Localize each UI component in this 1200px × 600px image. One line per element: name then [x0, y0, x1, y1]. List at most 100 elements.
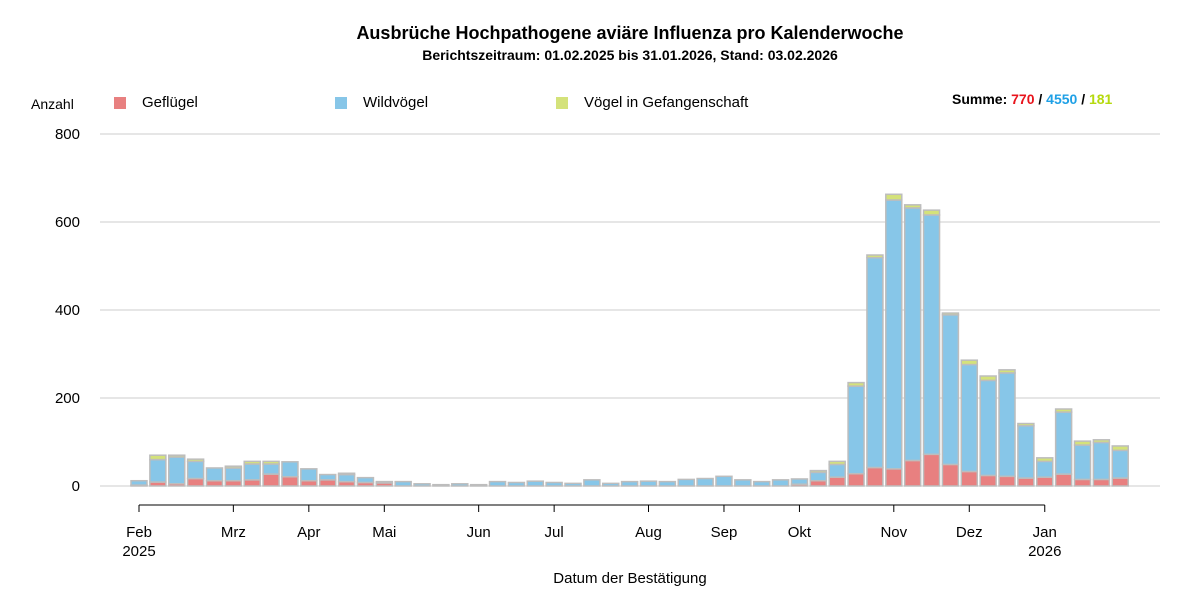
bar-segment-wildvoegel [922, 214, 941, 456]
x-tick-label: Aug [635, 524, 662, 541]
bar-segment-wildvoegel [130, 479, 148, 486]
bar-segment-wildvoegel [734, 479, 752, 487]
bar-segment-gefluegel [281, 476, 299, 487]
bar-segment-gefluegel [262, 473, 280, 487]
legend-swatch [335, 96, 347, 109]
bar-segment-gefluegel [1054, 473, 1073, 487]
summe-label: Summe: [952, 91, 1008, 107]
x-tick-label: Jun [467, 524, 491, 541]
bar-segment-wildvoegel [828, 463, 846, 478]
bar-segment-gefluegel [186, 477, 205, 487]
bar-segment-wildvoegel [1073, 444, 1092, 481]
y-tick-label: 400 [55, 302, 80, 319]
bar-segment-gefluegel [847, 472, 865, 487]
y-axis-label: Anzahl [31, 96, 74, 112]
y-tick-label: 600 [55, 214, 80, 231]
x-tick-label: Jan [1033, 524, 1057, 541]
bar-segment-gefluegel [922, 453, 941, 487]
bar-segment-gefangenschaft [1054, 408, 1073, 413]
bar-segment-gefangenschaft [1017, 422, 1035, 427]
legend-swatch [556, 96, 568, 109]
x-axis-label: Datum der Bestätigung [553, 570, 707, 587]
x-tick-label: Dez [956, 524, 983, 541]
y-tick-label: 0 [72, 478, 80, 495]
bar-segment-wildvoegel [752, 480, 771, 487]
bar-segment-gefangenschaft [337, 472, 356, 476]
x-tick-label: Feb [126, 524, 152, 541]
x-tick-year-label: 2026 [1028, 543, 1061, 560]
bar-segment-gefluegel [903, 459, 922, 487]
bar-segment-gefluegel [205, 479, 224, 487]
bar-segment-wildvoegel [167, 456, 186, 485]
bar-segment-gefluegel [300, 479, 318, 487]
bar-segment-gefangenschaft [979, 375, 997, 382]
bar-segment-gefangenschaft [922, 209, 941, 216]
legend-label: Vögel in Gefangenschaft [584, 94, 749, 111]
bar-segment-wildvoegel [658, 480, 677, 487]
bar-segment-gefangenschaft [224, 465, 243, 469]
bar-segment-wildvoegel [903, 207, 922, 462]
bar-segment-wildvoegel [715, 475, 733, 487]
bar-segment-gefangenschaft [866, 254, 884, 259]
bar-segment-gefangenschaft [1111, 445, 1129, 452]
bar-segment-wildvoegel [451, 483, 469, 487]
bar-segment-gefangenschaft [1036, 457, 1054, 463]
bar-segment-gefluegel [866, 466, 884, 487]
bar-segment-wildvoegel [583, 479, 601, 487]
bar-segment-gefangenschaft [941, 312, 960, 316]
bar-segment-gefluegel [1073, 478, 1092, 487]
bar-segment-wildvoegel [677, 478, 695, 487]
bar-segment-wildvoegel [790, 478, 809, 485]
x-tick-label: Mai [372, 524, 396, 541]
bar-segment-gefluegel [243, 479, 261, 487]
bar-segment-gefluegel [318, 479, 337, 487]
bar-segment-wildvoegel [1036, 460, 1054, 478]
bar-segment-wildvoegel [771, 479, 790, 487]
bar-segment-wildvoegel [149, 458, 167, 483]
bar-segment-gefangenschaft [809, 469, 828, 474]
bar-segment-gefangenschaft [149, 454, 167, 461]
bar-segment-wildvoegel [1017, 424, 1035, 479]
bar-segment-gefluegel [960, 470, 979, 487]
bar-segment-gefluegel [1111, 477, 1129, 487]
bar-segment-gefangenschaft [960, 359, 979, 366]
legend-item-wildvoegel: Wildvögel [335, 94, 428, 111]
summe-separator: / [1038, 91, 1043, 107]
bar-segment-wildvoegel [469, 483, 488, 487]
bar-segment-gefluegel [885, 468, 903, 487]
bar-segment-wildvoegel [356, 476, 375, 484]
bar-segment-wildvoegel [847, 385, 865, 475]
bar-segment-wildvoegel [224, 467, 243, 482]
bar-segment-wildvoegel [564, 482, 582, 487]
bar-segment-wildvoegel [885, 199, 903, 470]
bar-segment-gefangenschaft [243, 460, 261, 465]
bar-segment-wildvoegel [300, 468, 318, 482]
bar-segment-gefluegel [1036, 476, 1054, 487]
legend-item-gefluegel: Geflügel [114, 94, 198, 111]
bar-segment-gefangenschaft [186, 458, 205, 463]
bar-segment-wildvoegel [394, 480, 412, 487]
y-tick-label: 800 [55, 126, 80, 143]
bar-segment-wildvoegel [979, 379, 997, 477]
bar-segment-wildvoegel [545, 481, 563, 487]
bar-segment-wildvoegel [696, 477, 714, 487]
bar-segment-wildvoegel [620, 480, 639, 487]
legend-label: Wildvögel [363, 94, 429, 111]
bar-segment-wildvoegel [526, 480, 545, 487]
bar-segment-gefluegel [809, 479, 828, 487]
bar-segment-gefangenschaft [885, 193, 903, 201]
bar-segment-gefangenschaft [1073, 440, 1092, 446]
bar-segment-gefluegel [224, 479, 243, 487]
bar-segment-gefangenschaft [828, 460, 846, 466]
x-tick-label: Jul [545, 524, 564, 541]
bar-segment-wildvoegel [809, 471, 828, 482]
bar-segment-gefluegel [1017, 477, 1035, 487]
bar-segment-wildvoegel [941, 314, 960, 466]
bar-segment-wildvoegel [507, 481, 526, 487]
bar-segment-wildvoegel [337, 473, 356, 483]
bar-segment-gefangenschaft [167, 454, 186, 458]
bar-segment-gefluegel [1092, 478, 1111, 487]
bar-segment-wildvoegel [375, 480, 394, 484]
legend-item-gefangenschaft: Vögel in Gefangenschaft [556, 94, 748, 111]
legend-label: Geflügel [142, 94, 198, 111]
